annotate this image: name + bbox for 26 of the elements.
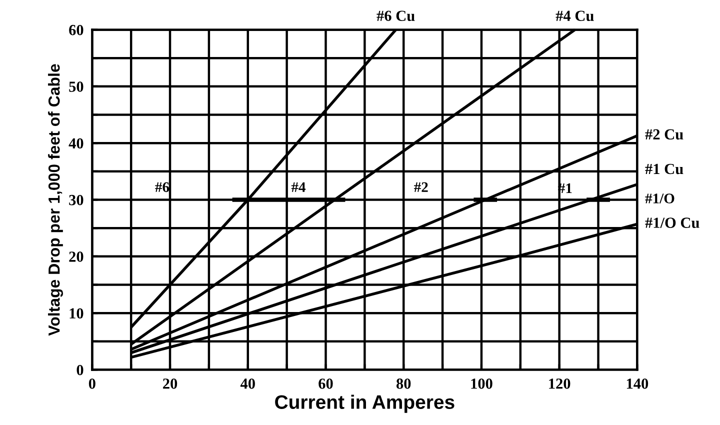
y-tick-label: 10 — [70, 308, 84, 319]
x-tick-label: 0 — [88, 378, 96, 389]
x-tick-label: 80 — [396, 378, 411, 389]
y-tick-label: 20 — [69, 252, 84, 262]
x-tick-label: 60 — [318, 378, 333, 389]
series-label: #4 Cu — [556, 10, 594, 22]
annotation: #4 — [291, 182, 306, 192]
x-tick-label: 40 — [240, 378, 255, 389]
y-tick-label: 40 — [68, 138, 84, 149]
annotation: #2 — [414, 182, 428, 192]
y-tick-label: 50 — [69, 82, 84, 92]
series-label: #1 Cu — [645, 164, 684, 174]
y-tick-label: 0 — [76, 364, 84, 376]
x-tick-label: 120 — [549, 378, 570, 389]
series-label: #1/O Cu — [645, 218, 700, 228]
annotation: #6 — [155, 182, 170, 192]
y-tick-label: 60 — [69, 24, 84, 36]
text: #1/O — [645, 194, 674, 204]
x-tick-label: 100 — [471, 378, 492, 389]
series-label: #6 Cu — [376, 10, 415, 22]
x-tick-label: 140 — [626, 378, 648, 389]
x-axis-title: Current in Amperes — [275, 394, 454, 413]
y-axis-title: Voltage Drop per 1,000 feet of Cable — [48, 64, 63, 336]
y-tick-label: 30 — [69, 194, 84, 206]
x-tick-label: 20 — [163, 378, 178, 389]
series-label: #2 Cu — [645, 129, 684, 140]
